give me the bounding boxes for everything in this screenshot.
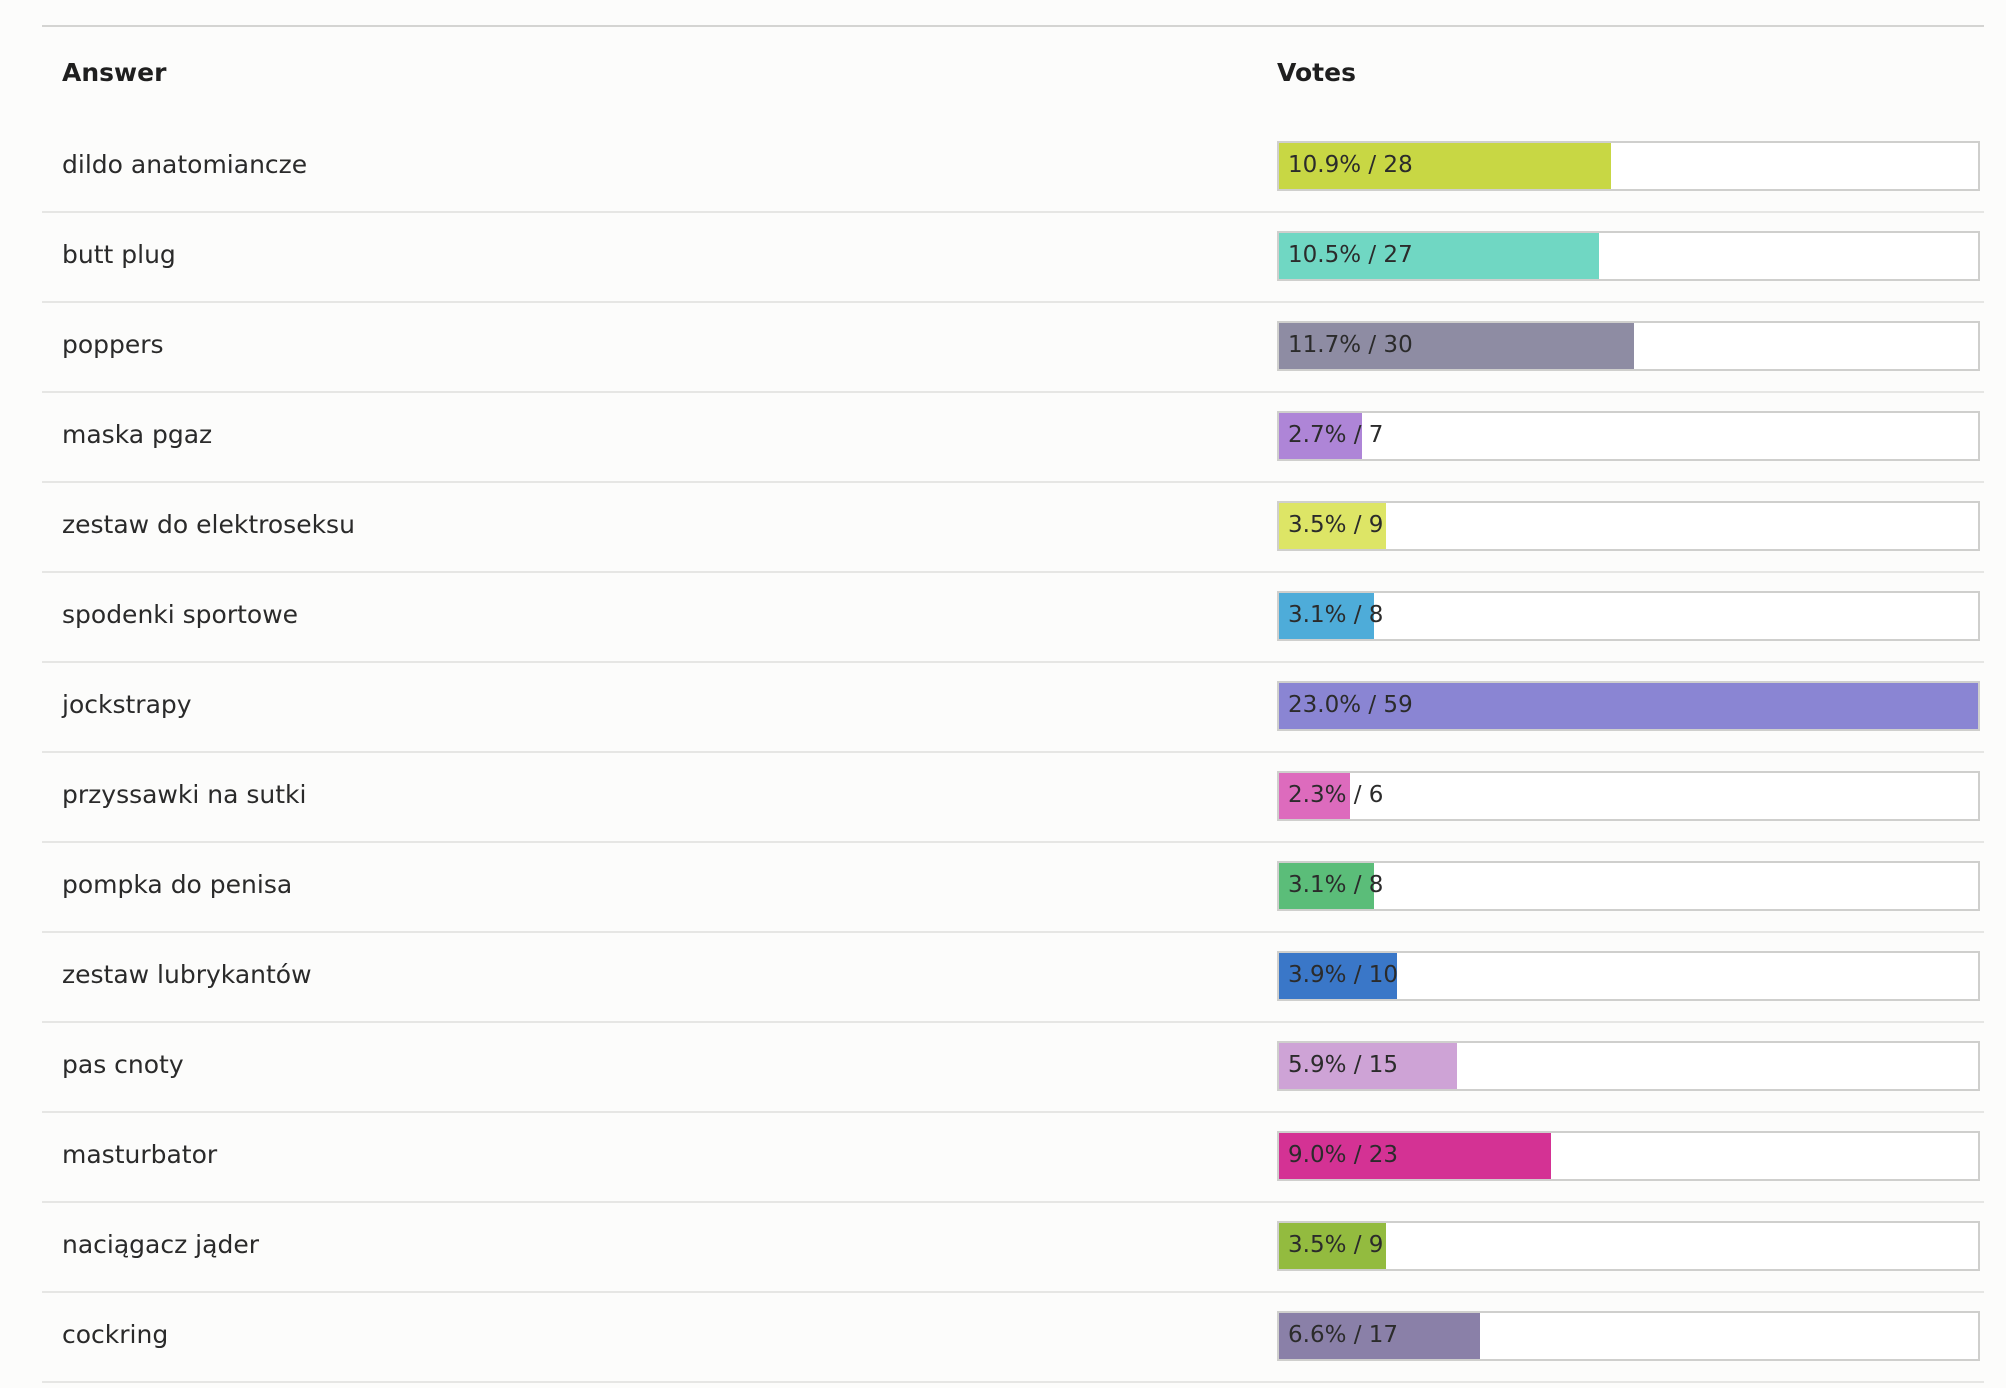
table-row: zestaw lubrykantów 3.9% / 10: [42, 933, 1984, 1023]
vote-bar-fill: [1279, 593, 1374, 639]
vote-count-label: 10.5% / 27: [1288, 242, 1413, 268]
vote-count-label: 11.7% / 30: [1288, 332, 1413, 358]
answer-label: poppers: [62, 330, 164, 359]
answer-label: spodenki sportowe: [62, 600, 299, 629]
results-list: dildo anatomiancze 10.9% / 28 butt plug 10.…: [42, 123, 1984, 1383]
vote-count-label: 2.3% / 6: [1288, 782, 1384, 808]
table-row: poppers 11.7% / 30: [42, 303, 1984, 393]
table-row: jockstrapy 23.0% / 59: [42, 663, 1984, 753]
vote-count-label: 2.7% / 7: [1288, 422, 1384, 448]
vote-bar: 3.9% / 10: [1277, 951, 1980, 1001]
answer-label: butt plug: [62, 240, 176, 269]
vote-bar-fill: [1279, 413, 1362, 459]
answer-label: maska pgaz: [62, 420, 213, 449]
vote-bar: 5.9% / 15: [1277, 1041, 1980, 1091]
vote-bar-fill: [1279, 143, 1611, 189]
vote-bar-fill: [1279, 503, 1386, 549]
vote-bar-fill: [1279, 1133, 1551, 1179]
table-row: maska pgaz 2.7% / 7: [42, 393, 1984, 483]
answer-label: dildo anatomiancze: [62, 150, 308, 179]
answer-label: zestaw lubrykantów: [62, 960, 312, 989]
answer-column-header: Answer: [62, 58, 167, 87]
vote-bar: 3.5% / 9: [1277, 501, 1980, 551]
table-row: dildo anatomiancze 10.9% / 28: [42, 123, 1984, 213]
vote-bar-fill: [1279, 323, 1634, 369]
vote-bar: 9.0% / 23: [1277, 1131, 1980, 1181]
vote-count-label: 3.5% / 9: [1288, 512, 1384, 538]
vote-count-label: 3.9% / 10: [1288, 962, 1399, 988]
table-row: pas cnoty 5.9% / 15: [42, 1023, 1984, 1113]
vote-count-label: 23.0% / 59: [1288, 692, 1413, 718]
table-row: naciągacz jąder 3.5% / 9: [42, 1203, 1984, 1293]
vote-bar-fill: [1279, 953, 1397, 999]
vote-count-label: 9.0% / 23: [1288, 1142, 1399, 1168]
vote-bar: 23.0% / 59: [1277, 681, 1980, 731]
vote-bar: 3.1% / 8: [1277, 591, 1980, 641]
vote-bar-fill: [1279, 683, 1978, 729]
vote-count-label: 3.1% / 8: [1288, 602, 1384, 628]
vote-bar: 3.5% / 9: [1277, 1221, 1980, 1271]
vote-bar: 3.1% / 8: [1277, 861, 1980, 911]
vote-bar: 6.6% / 17: [1277, 1311, 1980, 1361]
answer-label: przyssawki na sutki: [62, 780, 307, 809]
vote-bar: 2.7% / 7: [1277, 411, 1980, 461]
vote-bar-fill: [1279, 1313, 1480, 1359]
table-row: spodenki sportowe 3.1% / 8: [42, 573, 1984, 663]
table-header: Answer Votes: [42, 27, 1984, 123]
vote-bar: 2.3% / 6: [1277, 771, 1980, 821]
table-row: butt plug 10.5% / 27: [42, 213, 1984, 303]
vote-count-label: 5.9% / 15: [1288, 1052, 1399, 1078]
vote-bar: 10.5% / 27: [1277, 231, 1980, 281]
vote-bar: 10.9% / 28: [1277, 141, 1980, 191]
answer-label: cockring: [62, 1320, 169, 1349]
votes-column-header: Votes: [1277, 58, 1356, 87]
table-row: masturbator 9.0% / 23: [42, 1113, 1984, 1203]
vote-count-label: 6.6% / 17: [1288, 1322, 1399, 1348]
poll-results-table: Answer Votes dildo anatomiancze 10.9% / 2…: [42, 25, 1984, 1383]
vote-bar: 11.7% / 30: [1277, 321, 1980, 371]
answer-label: naciągacz jąder: [62, 1230, 259, 1259]
answer-label: zestaw do elektroseksu: [62, 510, 355, 539]
vote-count-label: 3.1% / 8: [1288, 872, 1384, 898]
answer-label: masturbator: [62, 1140, 218, 1169]
answer-label: jockstrapy: [62, 690, 192, 719]
vote-bar-fill: [1279, 233, 1599, 279]
vote-bar-fill: [1279, 773, 1350, 819]
top-divider: [42, 25, 1984, 27]
vote-count-label: 10.9% / 28: [1288, 152, 1413, 178]
vote-bar-fill: [1279, 1223, 1386, 1269]
table-row: cockring 6.6% / 17: [42, 1293, 1984, 1383]
table-row: pompka do penisa 3.1% / 8: [42, 843, 1984, 933]
vote-bar-fill: [1279, 863, 1374, 909]
table-row: przyssawki na sutki 2.3% / 6: [42, 753, 1984, 843]
table-row: zestaw do elektroseksu 3.5% / 9: [42, 483, 1984, 573]
answer-label: pas cnoty: [62, 1050, 184, 1079]
vote-count-label: 3.5% / 9: [1288, 1232, 1384, 1258]
answer-label: pompka do penisa: [62, 870, 293, 899]
vote-bar-fill: [1279, 1043, 1457, 1089]
